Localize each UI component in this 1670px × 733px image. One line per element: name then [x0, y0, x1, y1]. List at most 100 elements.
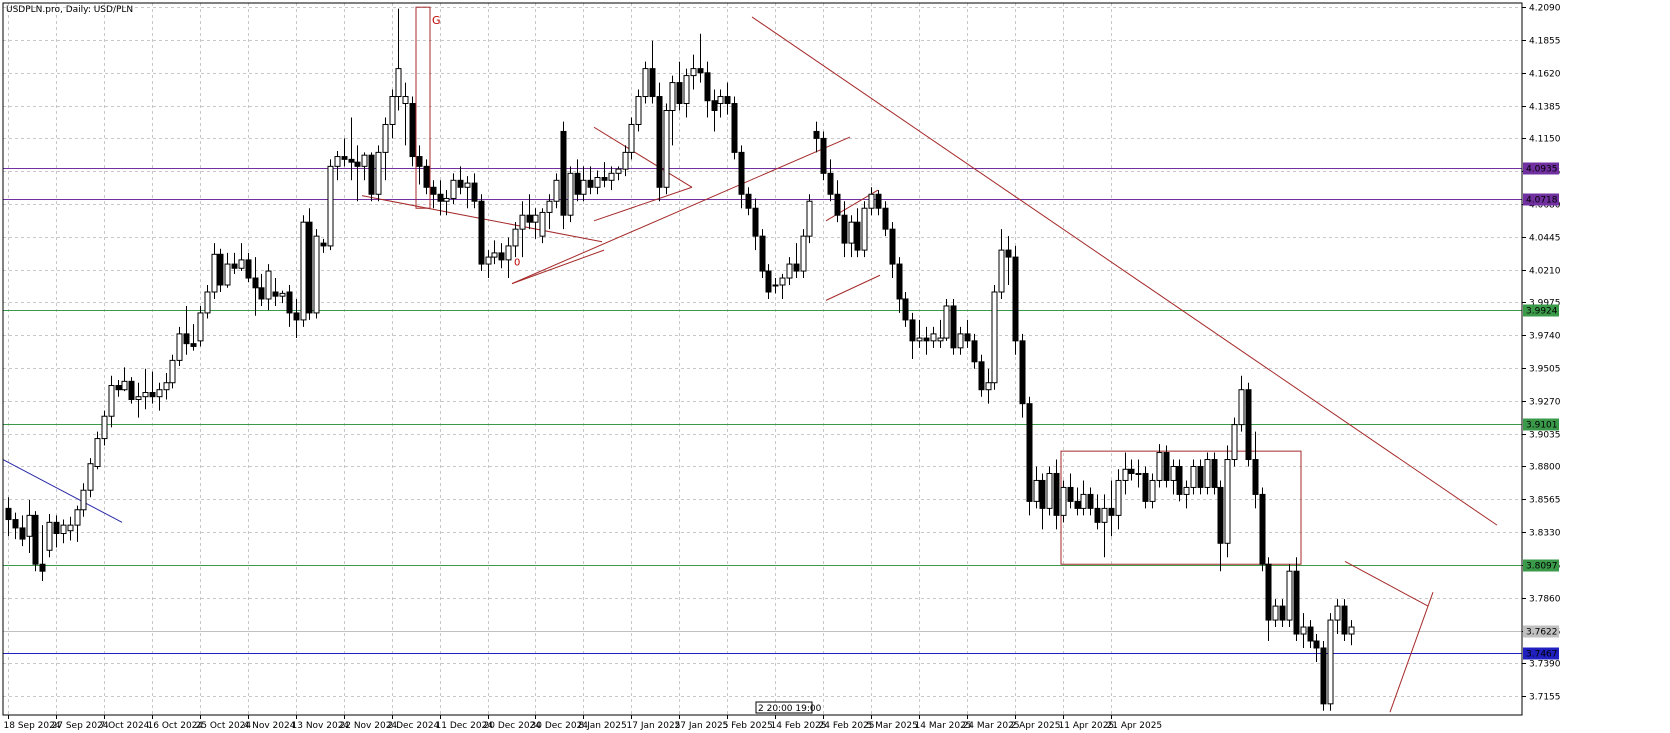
- candle-body-bull: [848, 221, 855, 244]
- y-tick-label: 4.2090: [1529, 4, 1561, 14]
- candle-body-bull: [608, 172, 615, 181]
- candle: [1128, 459, 1135, 481]
- x-tick-label: 18 Sep 2024: [4, 721, 61, 731]
- candle: [1279, 599, 1286, 628]
- candle-body-bull: [211, 253, 218, 293]
- level-price-tag: [1523, 418, 1559, 431]
- candle: [902, 291, 909, 327]
- candle: [656, 82, 663, 202]
- x-tick-label: 30 Dec 2024: [531, 721, 589, 731]
- candle-body-bull: [985, 382, 992, 391]
- candle-body-bull: [615, 168, 622, 174]
- candle-body-bear: [1108, 507, 1115, 516]
- candle-body-bear: [12, 519, 19, 529]
- candle-body-bull: [300, 221, 307, 321]
- candle: [19, 515, 26, 547]
- candle-body-bull: [806, 200, 813, 237]
- candle-body-bull: [169, 359, 176, 384]
- y-tick-label: 3.9270: [1529, 398, 1561, 408]
- candle-body-bull: [532, 214, 539, 223]
- candle-body-bear: [1313, 640, 1320, 649]
- candle-body-bull: [991, 291, 998, 384]
- candle-body-bear: [574, 172, 581, 195]
- triangle-top-line: [593, 126, 693, 188]
- candle-body-bear: [1265, 563, 1272, 621]
- candle-body-bear: [1039, 479, 1046, 509]
- candle-body-bull: [943, 305, 950, 339]
- candle-body-bear: [1259, 493, 1266, 565]
- y-tick-label: 4.1855: [1529, 37, 1561, 47]
- candle-body-bull: [382, 123, 389, 153]
- candle: [889, 222, 896, 279]
- y-tick-label: 3.9035: [1529, 431, 1561, 441]
- candle: [416, 145, 423, 185]
- candle: [622, 145, 629, 177]
- grid-layer: [3, 3, 1522, 715]
- candle: [793, 243, 800, 279]
- candle-body-bear: [430, 186, 437, 195]
- candle: [1327, 613, 1334, 711]
- candle-body-bear: [115, 385, 122, 391]
- candle: [1183, 480, 1190, 509]
- candle: [587, 166, 594, 195]
- candle: [1046, 466, 1053, 516]
- candle: [1238, 375, 1245, 432]
- candle-body-bear: [1307, 626, 1314, 642]
- y-tick-label: 4.1150: [1529, 135, 1561, 145]
- candle: [149, 371, 156, 404]
- candle: [937, 319, 944, 348]
- candle: [1204, 452, 1211, 495]
- candle: [1108, 480, 1115, 537]
- candle: [375, 145, 382, 202]
- x-tick-label: 8 Jan 2025: [579, 721, 627, 731]
- x-tick-label: 21 Apr 2025: [1107, 721, 1163, 731]
- drawing-objects: G0: [2, 6, 1498, 713]
- candle: [80, 483, 87, 517]
- candle: [909, 312, 916, 359]
- candle-body-bull: [67, 524, 74, 532]
- candle-body-bear: [875, 193, 882, 209]
- candle: [1026, 396, 1033, 516]
- candle: [1265, 557, 1272, 642]
- candle: [1080, 480, 1087, 516]
- candle-body-bull: [683, 75, 690, 105]
- candle-body-bull: [142, 392, 149, 398]
- candle-body-bear: [950, 305, 957, 349]
- candle: [738, 145, 745, 209]
- candle-body-bear: [731, 103, 738, 153]
- candle-body-bull: [930, 333, 937, 342]
- candle-body-bull: [868, 193, 875, 209]
- candle: [87, 458, 94, 498]
- level-price-tag: [1523, 193, 1559, 206]
- candle: [354, 145, 361, 202]
- candle-body-bull: [512, 228, 519, 247]
- candle: [861, 201, 868, 258]
- candle: [491, 240, 498, 265]
- candle: [1149, 473, 1156, 509]
- candle: [217, 248, 224, 292]
- candle-body-bear: [1197, 465, 1204, 488]
- wedge-lower-line: [1389, 591, 1434, 713]
- candle-body-bull: [553, 179, 560, 202]
- candle: [998, 229, 1005, 299]
- level-price-tag: [1523, 647, 1559, 660]
- candle: [121, 367, 128, 392]
- candle-body-bear: [183, 333, 190, 345]
- candle: [1313, 634, 1320, 662]
- candle: [183, 305, 190, 355]
- candle: [60, 519, 67, 544]
- candle-body-bull: [1231, 424, 1238, 461]
- x-tick-label: 14 Mar 2025: [915, 721, 972, 731]
- candle-body-bear: [409, 103, 416, 158]
- candle-body-bear: [1341, 605, 1348, 635]
- wedge-upper-line: [1344, 560, 1429, 607]
- candle-body-bull: [485, 256, 492, 265]
- candle-body-bull: [1060, 486, 1067, 516]
- candle: [649, 40, 656, 104]
- candle: [526, 194, 533, 230]
- candle: [1033, 466, 1040, 509]
- candle: [334, 150, 341, 181]
- candle-body-bull: [443, 197, 450, 202]
